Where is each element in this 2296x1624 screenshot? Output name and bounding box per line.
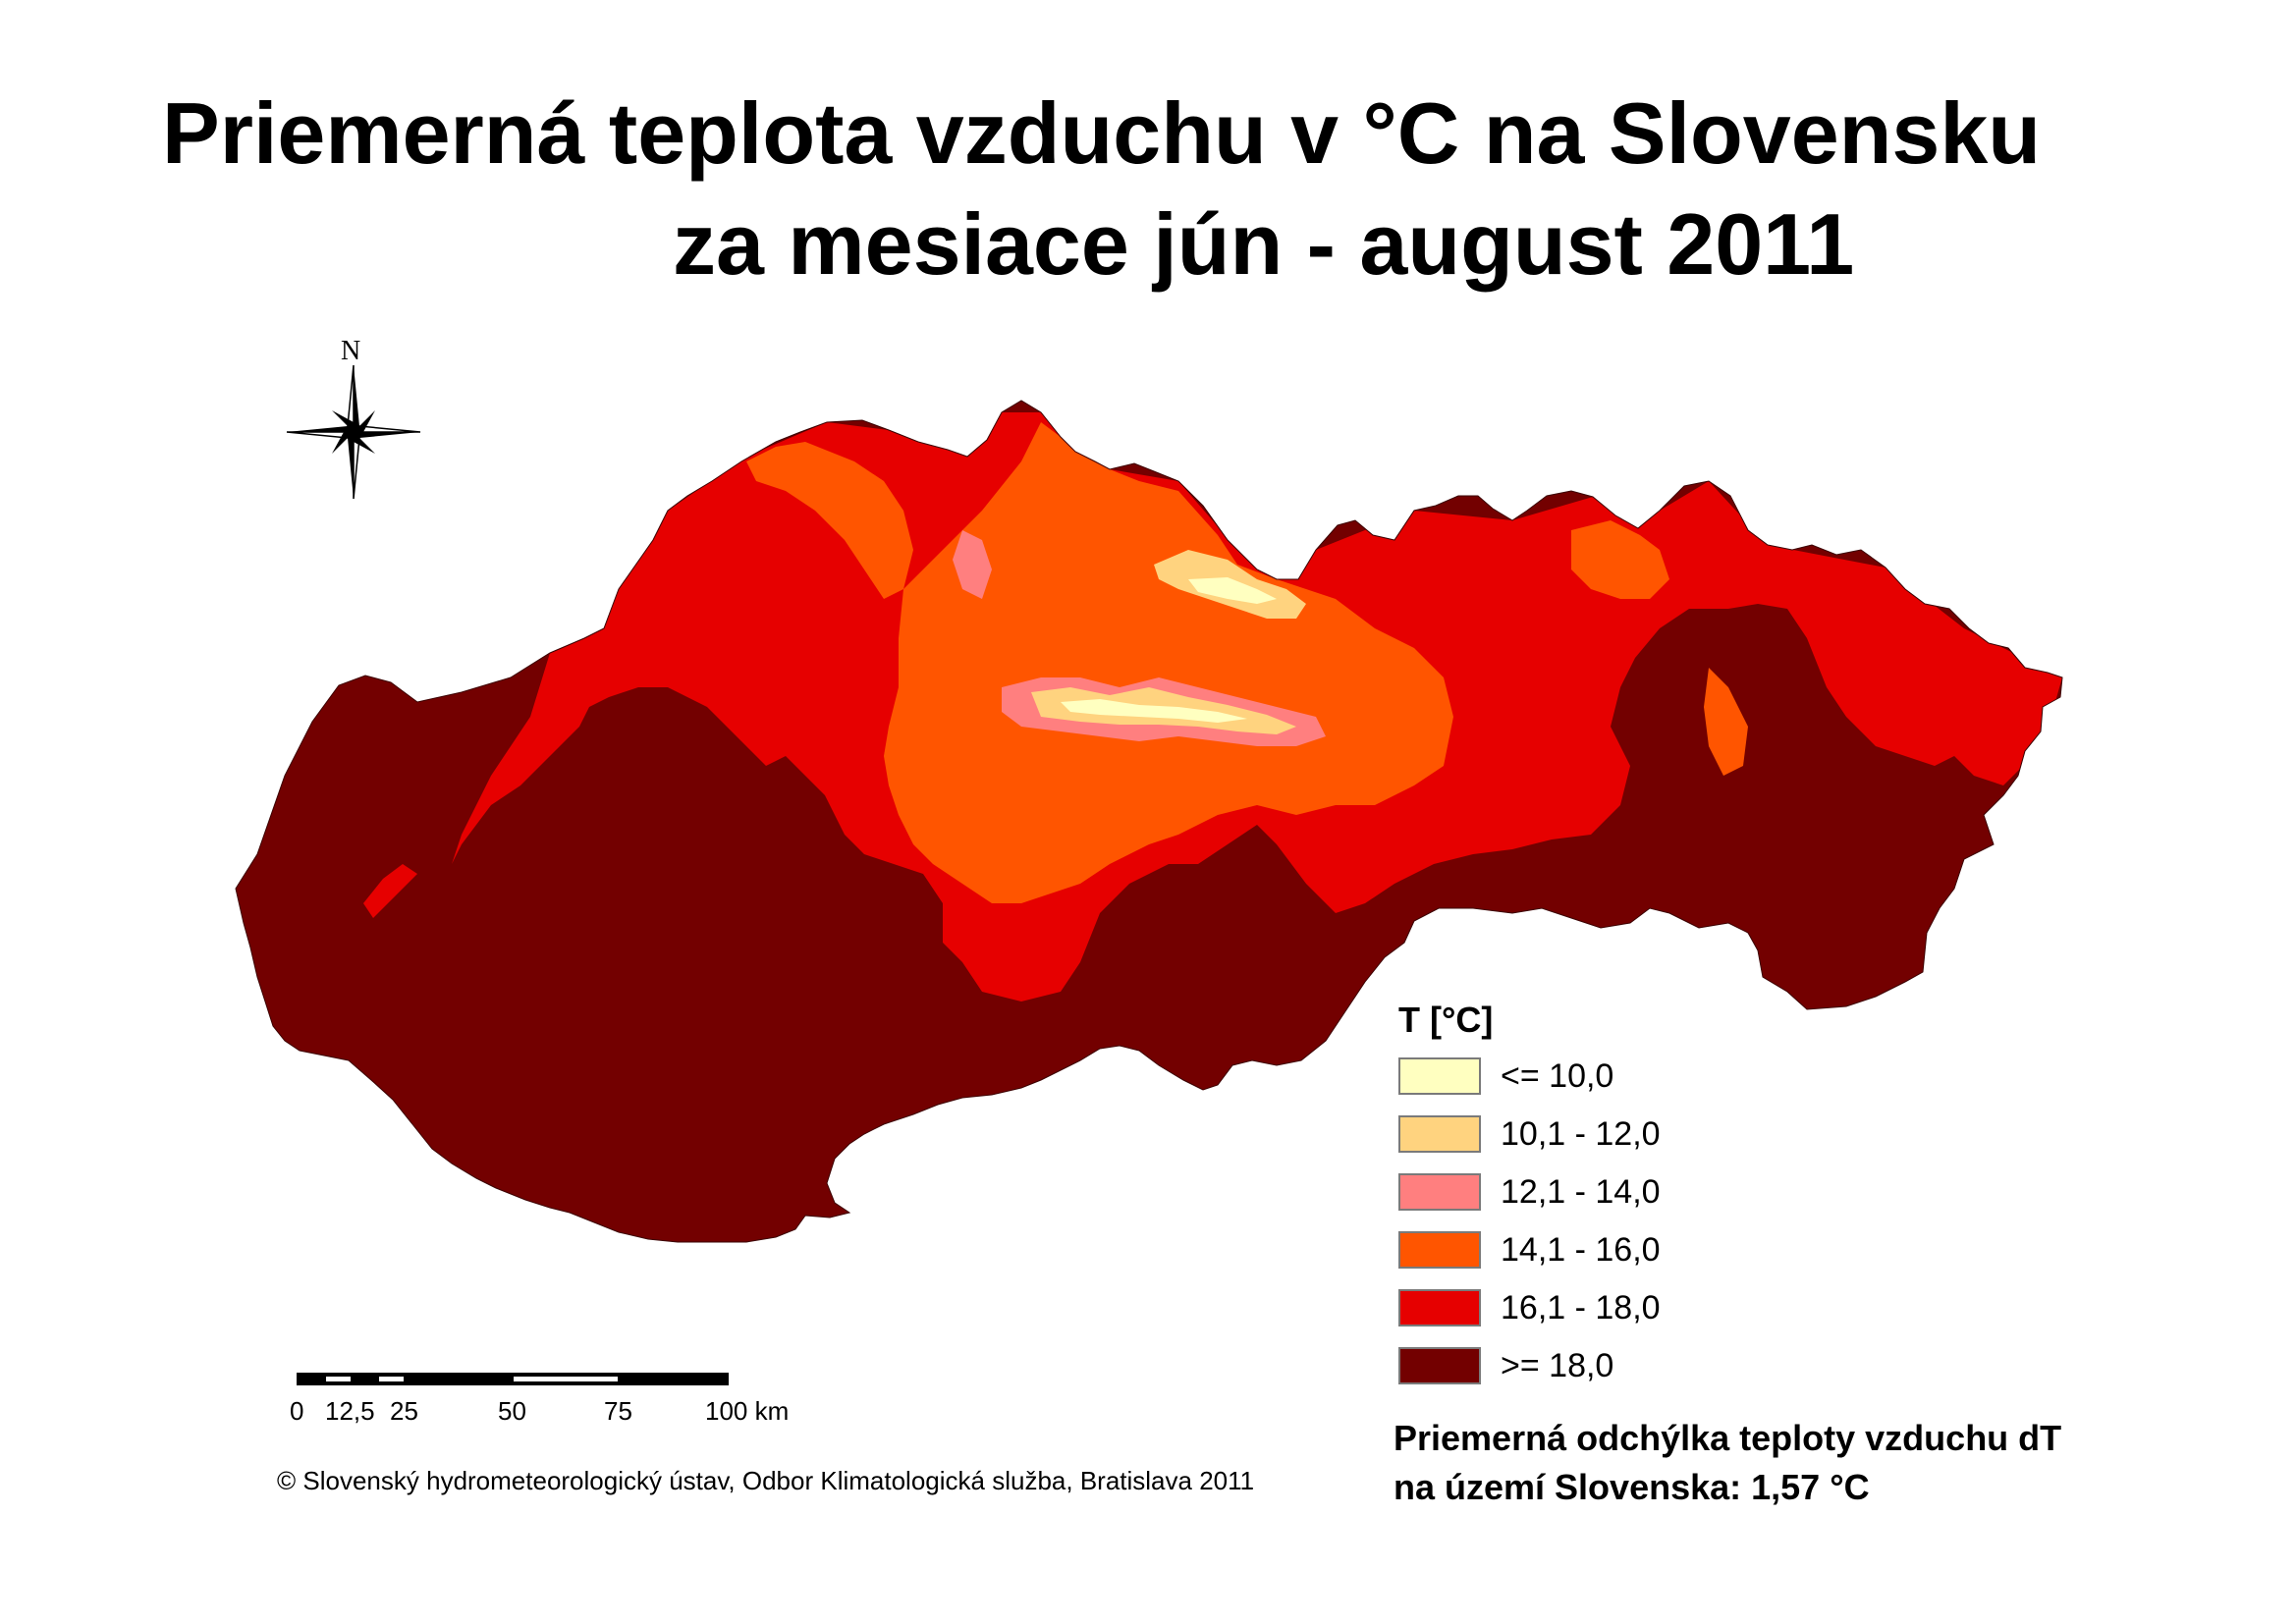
legend-swatch <box>1398 1115 1481 1153</box>
copyright-notice: © Slovenský hydrometeorologický ústav, O… <box>277 1466 1255 1495</box>
legend-label: 16,1 - 18,0 <box>1501 1289 1661 1326</box>
deviation-statement-line-2: na území Slovenska: 1,57 °C <box>1394 1467 1870 1507</box>
legend-swatch <box>1398 1173 1481 1211</box>
legend-swatch <box>1398 1347 1481 1384</box>
legend-label: 14,1 - 16,0 <box>1501 1231 1661 1269</box>
scale-tick-label: 100 km <box>705 1396 790 1426</box>
legend-title: T [°C] <box>1398 1000 1494 1040</box>
legend-label: >= 18,0 <box>1501 1347 1614 1384</box>
scale-tick-label: 50 <box>498 1396 526 1426</box>
legend-label: <= 10,0 <box>1501 1057 1614 1095</box>
legend-swatch <box>1398 1231 1481 1269</box>
deviation-statement-line-1: Priemerná odchýlka teploty vzduchu dT <box>1394 1418 2062 1458</box>
north-label: N <box>341 336 361 366</box>
legend-swatch <box>1398 1289 1481 1326</box>
legend-swatch <box>1398 1057 1481 1095</box>
map-title-line-2: za mesiace jún - august 2011 <box>673 195 1855 293</box>
scale-tick-label: 12,5 <box>325 1396 375 1426</box>
scale-bar <box>297 1373 729 1385</box>
scale-tick-label: 0 <box>290 1396 304 1426</box>
legend-label: 10,1 - 12,0 <box>1501 1115 1661 1153</box>
legend-label: 12,1 - 14,0 <box>1501 1173 1661 1211</box>
scale-tick-label: 75 <box>604 1396 632 1426</box>
scale-tick-label: 25 <box>390 1396 418 1426</box>
north-arrow-compass-icon <box>286 364 421 500</box>
map-title-line-1: Priemerná teplota vzduchu v °C na Sloven… <box>162 84 2042 182</box>
